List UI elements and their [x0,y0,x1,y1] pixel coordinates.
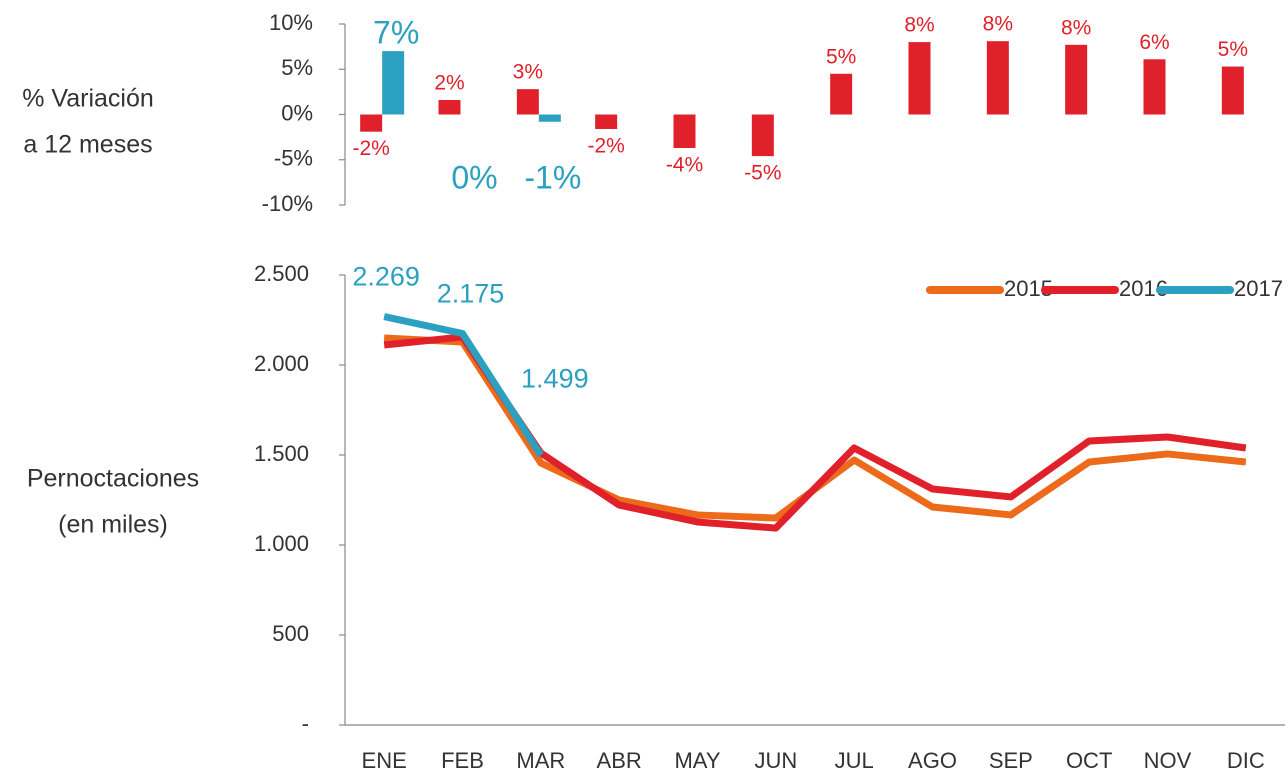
data-label: 2% [434,72,464,95]
y-tick-label: 1.000 [254,531,309,556]
bar [595,114,618,129]
y-tick-label: 2.500 [254,261,309,286]
x-tick-label: FEB [441,748,484,773]
y-axis-label: a 12 meses [23,131,152,159]
y-tick-label: 2.000 [254,351,309,376]
x-tick-label: ENE [362,748,407,773]
bar [516,89,539,115]
x-tick-label: AGO [908,748,957,773]
data-label: 8% [983,13,1013,36]
data-label: 6% [1139,31,1169,54]
x-tick-label: DIC [1227,748,1265,773]
x-tick-label: SEP [989,748,1033,773]
x-tick-label: MAR [516,748,565,773]
line [383,313,544,458]
y-axis-label: % Variación [22,85,154,113]
y-axis-label: (en miles) [58,511,168,539]
bar [751,114,774,157]
data-label: 2.175 [437,279,505,309]
data-label: 2.269 [352,262,420,292]
bar [438,100,461,115]
bar [830,73,853,115]
x-tick-label: ABR [597,748,642,773]
data-label: -1% [524,159,581,195]
data-label: 1.499 [521,363,589,393]
data-label: 5% [1218,38,1248,61]
data-label: -5% [744,162,781,185]
bar [538,114,561,122]
bar [1065,44,1088,115]
x-tick-label: JUN [754,748,797,773]
y-tick-label: 500 [272,621,309,646]
bar [1221,66,1244,115]
data-label: 7% [373,15,419,51]
bar [986,41,1009,115]
bar [1143,59,1166,115]
y-axis-label: Pernoctaciones [27,465,199,493]
bar [360,114,383,132]
x-tick-label: JUL [835,748,874,773]
y-tick-label: 10% [269,10,313,35]
x-tick-label: MAY [674,748,720,773]
y-tick-label: -5% [274,146,313,171]
data-label: 5% [826,45,856,68]
x-tick-label: NOV [1144,748,1192,773]
data-label: 3% [513,61,543,84]
data-label: -2% [587,135,624,158]
y-tick-label: 1.500 [254,441,309,466]
data-label: 0% [451,159,497,195]
legend-label: 2017 [1234,276,1283,301]
data-label: 8% [1061,16,1091,39]
y-tick-label: 0% [281,100,313,125]
y-tick-label: 5% [281,55,313,80]
line [383,333,1247,532]
data-label: -4% [666,154,703,177]
x-tick-label: OCT [1066,748,1112,773]
bar [673,114,696,148]
data-label: -2% [352,137,389,160]
y-tick-label: -10% [262,191,313,216]
bar [908,42,931,115]
bar [382,51,405,115]
data-label: 8% [904,14,934,37]
y-tick-label: - [302,711,309,736]
